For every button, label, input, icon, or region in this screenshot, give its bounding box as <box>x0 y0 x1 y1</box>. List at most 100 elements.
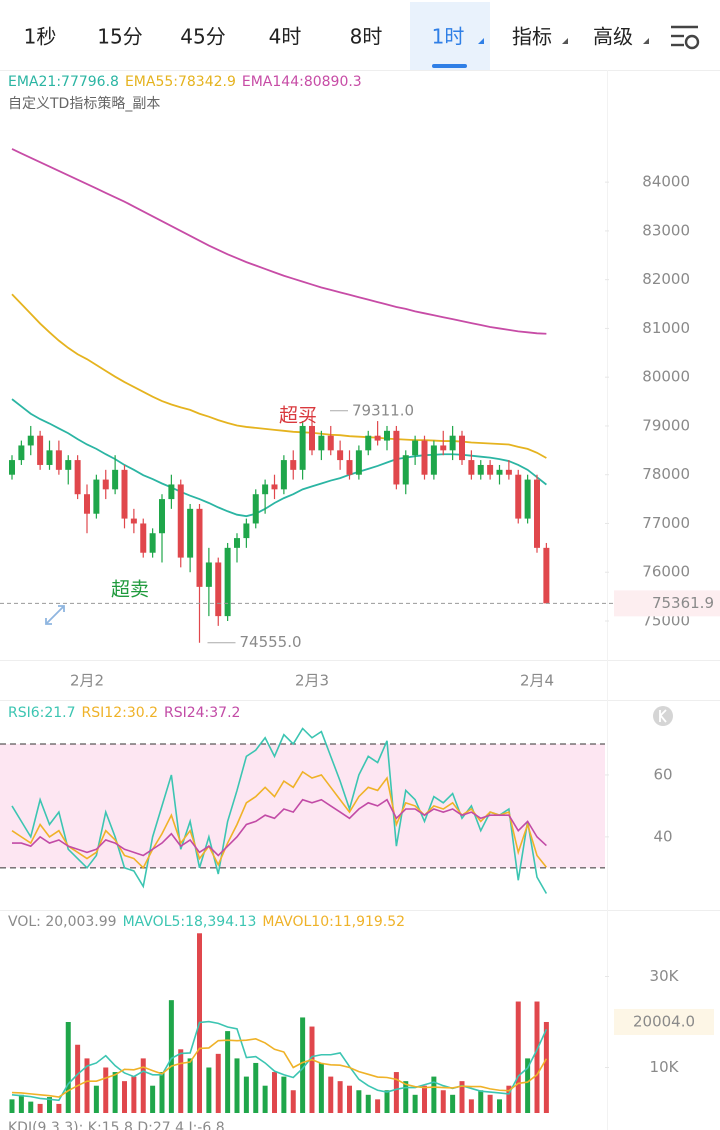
candle-body <box>524 479 531 519</box>
candle-body <box>468 460 475 475</box>
volume-bar <box>56 1103 62 1113</box>
candle-body <box>459 435 465 461</box>
dropdown-triangle <box>643 38 649 44</box>
y-tick-label: 30K <box>650 967 680 985</box>
candle-body <box>84 494 90 514</box>
candle-body <box>168 484 175 500</box>
volume-bar <box>93 1085 99 1113</box>
min-label: 74555.0 <box>240 633 302 651</box>
candle-body <box>112 469 119 490</box>
candle-body <box>121 469 128 519</box>
legend-entry: RSI6:21.7 <box>8 705 76 721</box>
volume-bar <box>337 1081 343 1113</box>
legend-entry: EMA55:78342.9 <box>125 74 236 90</box>
settings-icon[interactable] <box>671 25 700 50</box>
volume-bar <box>150 1085 156 1113</box>
volume-bar <box>253 1062 259 1113</box>
tab[interactable]: 1秒 <box>24 25 57 49</box>
candle-body <box>534 479 540 548</box>
tab[interactable]: 15分 <box>97 25 142 49</box>
volume-bar <box>84 1058 90 1113</box>
volume-bar <box>431 1076 437 1113</box>
tab[interactable]: 1时 <box>432 25 465 49</box>
candle-body <box>177 484 184 558</box>
candle-body <box>355 450 362 475</box>
volume-bar <box>225 1031 231 1113</box>
candle-body <box>477 464 484 475</box>
volume-bar <box>497 1099 502 1113</box>
candle-body <box>18 445 25 461</box>
annotation: 超买 <box>279 405 317 427</box>
legend-entry: RSI24:37.2 <box>164 705 240 721</box>
volume-bar <box>18 1094 24 1113</box>
tab[interactable]: 指标 <box>512 25 552 49</box>
active-tab-underline <box>432 64 467 68</box>
legend-entry: MAVOL10:11,919.52 <box>262 914 405 930</box>
legend-entry: VOL: 20,003.99 <box>8 914 117 930</box>
candle-body <box>374 435 381 441</box>
candle-body <box>74 460 81 495</box>
legend-entry: MAVOL5:18,394.13 <box>123 914 257 930</box>
y-tick-label: 40 <box>653 827 672 845</box>
candle-body <box>215 562 222 617</box>
volume-bar <box>159 1072 165 1113</box>
volume-bar <box>37 1103 43 1113</box>
candle-body <box>496 469 503 475</box>
candle-body <box>46 450 53 465</box>
candle-body <box>102 479 109 490</box>
dropdown-triangle <box>562 38 568 44</box>
volume-bar <box>75 1044 81 1113</box>
kdj-legend: KDJ(9,3,3): K:15.8 D:27.4 J:-6.8 <box>8 1120 225 1130</box>
candle-body <box>543 547 550 604</box>
tab[interactable]: 45分 <box>180 25 225 49</box>
candle-body <box>318 435 325 451</box>
y-tick-label: 76000 <box>642 563 690 581</box>
candle-body <box>290 460 297 470</box>
volume-bar <box>206 1067 212 1113</box>
expand-icon[interactable] <box>45 605 65 625</box>
volume-bar <box>384 1090 390 1113</box>
volume-bar <box>515 1001 521 1113</box>
volume-bar <box>131 1076 137 1113</box>
candle-body <box>37 435 44 465</box>
legend: RSI6:21.7 RSI12:30.2 RSI24:37.2 <box>8 705 240 721</box>
volume-bar <box>300 1017 306 1113</box>
tab[interactable]: 高级 <box>593 25 633 49</box>
candle-body <box>346 460 353 475</box>
legend-entry: RSI12:30.2 <box>82 705 158 721</box>
k-icon[interactable] <box>653 706 673 726</box>
candle-body <box>252 494 259 524</box>
candle-body <box>234 538 240 548</box>
candle-body <box>140 523 147 553</box>
volume-bar <box>422 1085 427 1113</box>
volume-bar <box>47 1097 52 1113</box>
max-label: 79311.0 <box>352 401 414 419</box>
annotation: 超卖 <box>111 579 149 601</box>
volume-bar <box>290 1090 296 1113</box>
dropdown-triangle <box>478 38 484 44</box>
legend-entry: EMA144:80890.3 <box>242 74 362 90</box>
active-tab-bg <box>410 2 490 70</box>
candle-body <box>487 464 494 475</box>
candle-body <box>93 479 100 514</box>
rsi-line <box>12 798 547 857</box>
volume-bar <box>356 1090 362 1113</box>
y-tick-label: 10K <box>650 1058 680 1076</box>
candle-body <box>280 460 287 490</box>
last-volume-box <box>614 1008 714 1035</box>
volume-bar <box>262 1085 268 1113</box>
volume-bar <box>168 1000 174 1113</box>
candle-body <box>327 435 334 451</box>
x-tick-label: 2月2 <box>70 672 104 690</box>
volume-bar <box>403 1081 409 1113</box>
volume-bar <box>412 1094 418 1113</box>
tab[interactable]: 4时 <box>269 25 302 49</box>
volume-bar <box>318 1062 324 1113</box>
volume-bar <box>375 1099 381 1113</box>
volume-bar <box>243 1076 249 1113</box>
volume-bar <box>525 1058 531 1113</box>
tab[interactable]: 8时 <box>350 25 383 49</box>
last-volume-label: 20004.0 <box>633 1012 695 1030</box>
y-tick-label: 83000 <box>642 221 690 239</box>
last-price-label: 75361.9 <box>652 594 714 612</box>
